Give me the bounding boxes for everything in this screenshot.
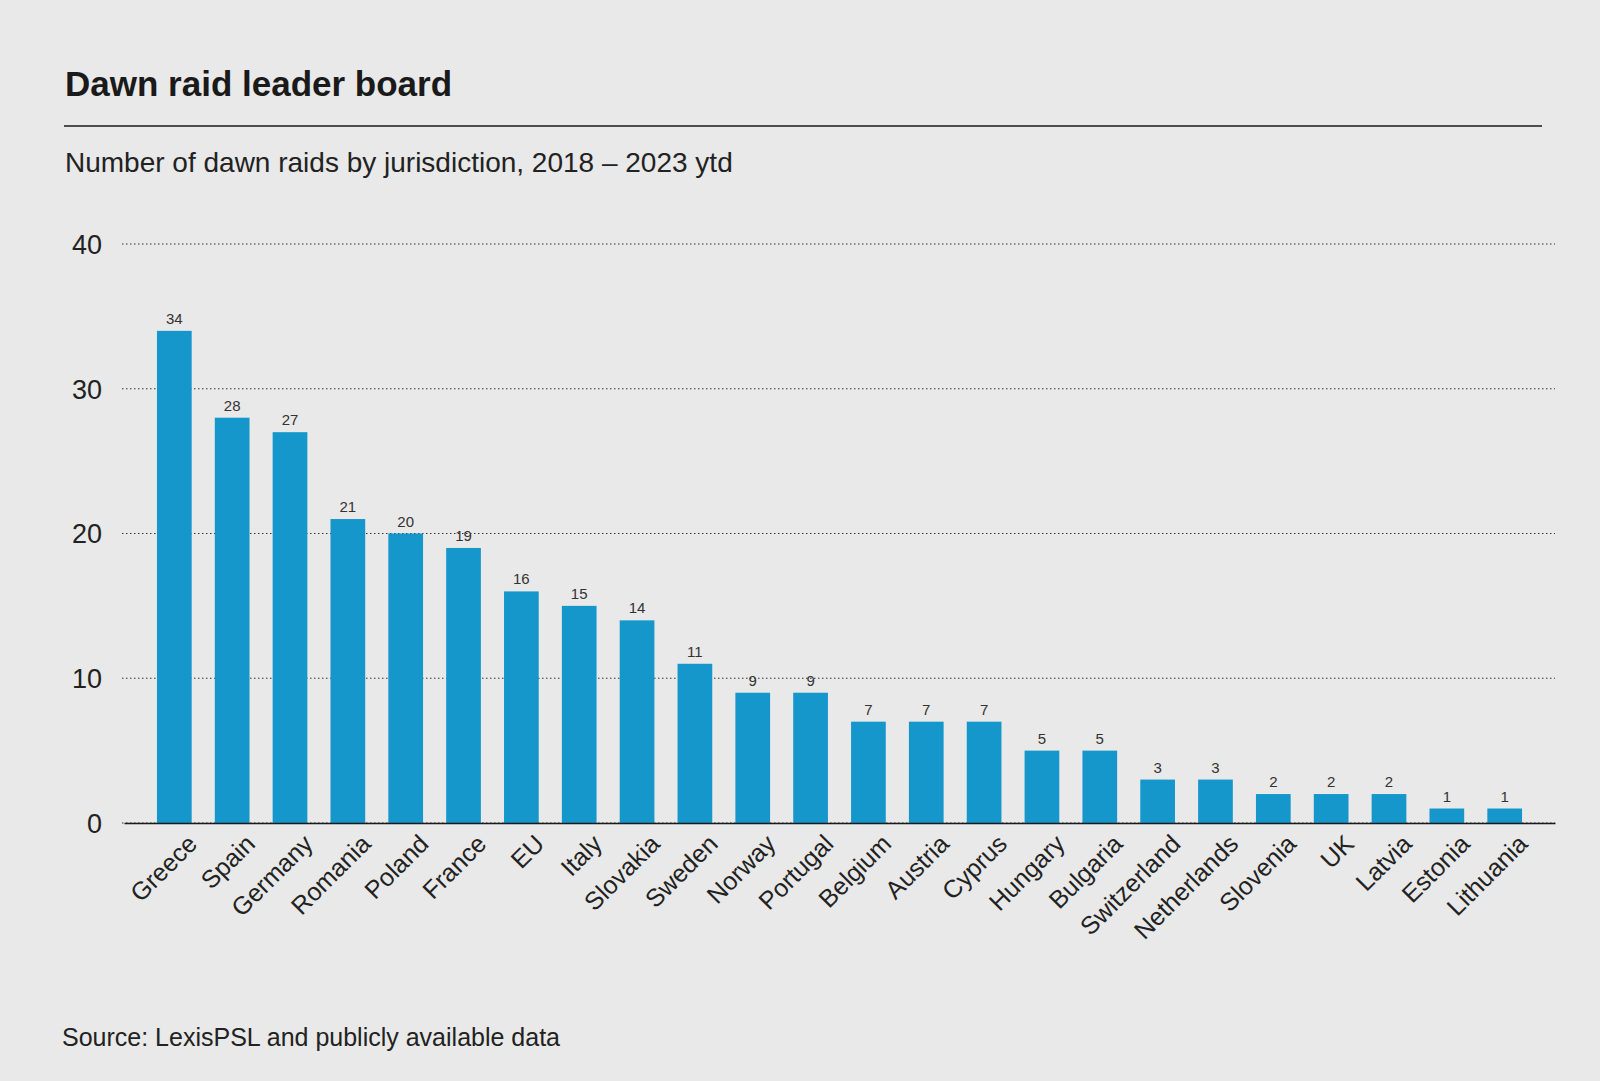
chart: Dawn raid leader board Number of dawn rai… <box>0 0 1600 1081</box>
data-label: 21 <box>340 498 357 515</box>
x-axis: GreeceSpainGermanyRomaniaPolandFranceEUI… <box>124 823 1555 944</box>
bars <box>157 331 1522 823</box>
x-tick-label: Belgium <box>813 829 897 913</box>
x-tick: EU <box>505 823 549 873</box>
data-label: 3 <box>1211 759 1219 776</box>
x-axis-line <box>125 823 1556 825</box>
x-tick-label: Sweden <box>639 829 723 913</box>
bar <box>504 591 539 823</box>
y-tick-label: 30 <box>72 375 102 405</box>
data-label: 14 <box>629 599 646 616</box>
bar <box>909 722 944 823</box>
bar <box>620 620 655 823</box>
bar <box>273 432 308 823</box>
grid-line <box>122 388 1555 389</box>
y-tick-label: 20 <box>72 519 102 549</box>
data-label: 11 <box>687 643 703 660</box>
subtitle: Number of dawn raids by jurisdiction, 20… <box>65 147 733 178</box>
x-tick: Poland <box>359 823 434 904</box>
data-label: 7 <box>864 701 872 718</box>
y-tick: 0 <box>87 809 102 839</box>
bar <box>446 548 481 823</box>
y-tick: 20 <box>72 519 102 549</box>
y-tick-label: 40 <box>72 230 102 260</box>
bar <box>678 664 713 823</box>
x-tick: Italy <box>555 823 608 881</box>
x-tick-label: Slovenia <box>1214 829 1302 917</box>
y-tick: 40 <box>72 230 102 260</box>
x-tick-label: UK <box>1315 829 1360 874</box>
x-tick: Greece <box>124 823 202 907</box>
data-label: 2 <box>1327 773 1335 790</box>
data-label: 9 <box>749 672 757 689</box>
background <box>0 0 1600 1081</box>
x-tick: Romania <box>285 823 376 920</box>
bar <box>1314 794 1349 823</box>
x-tick: UK <box>1315 823 1360 873</box>
data-label: 34 <box>166 310 183 327</box>
y-tick-label: 10 <box>72 664 102 694</box>
y-axis: 0 10 20 30 40 <box>72 230 103 839</box>
bar <box>1140 780 1175 823</box>
bar <box>851 722 886 823</box>
y-tick: 30 <box>72 375 102 405</box>
title-rule <box>64 125 1542 127</box>
bar <box>1256 794 1291 823</box>
bar <box>1372 794 1407 823</box>
x-tick: Lithuania <box>1441 823 1533 921</box>
bar <box>735 693 770 823</box>
x-tick-label: France <box>417 829 492 904</box>
data-labels: 3428272120191615141199777553322211 <box>166 310 1509 805</box>
data-label: 2 <box>1385 773 1393 790</box>
data-label: 2 <box>1269 773 1277 790</box>
data-label: 28 <box>224 397 241 414</box>
x-tick: Belgium <box>813 823 897 913</box>
bar <box>1082 751 1117 823</box>
bar <box>157 331 192 823</box>
x-tick: France <box>417 823 492 904</box>
bar <box>388 534 423 824</box>
x-tick-label: EU <box>505 829 549 873</box>
x-tick-label: Poland <box>359 829 434 904</box>
data-label: 20 <box>397 513 414 530</box>
bar <box>215 418 250 823</box>
data-label: 3 <box>1153 759 1161 776</box>
bar <box>330 519 365 823</box>
bar <box>793 693 828 823</box>
x-tick-label: Lithuania <box>1441 829 1533 921</box>
data-label: 7 <box>980 701 988 718</box>
data-label: 16 <box>513 570 530 587</box>
data-label: 9 <box>806 672 814 689</box>
data-label: 1 <box>1501 788 1509 805</box>
x-tick-label: Greece <box>124 829 202 907</box>
source: Source: LexisPSL and publicly available … <box>62 1023 560 1051</box>
grid <box>122 244 1555 823</box>
data-label: 19 <box>455 527 472 544</box>
bar <box>1025 751 1060 823</box>
data-label: 1 <box>1443 788 1451 805</box>
y-tick-label: 0 <box>87 809 102 839</box>
data-label: 5 <box>1038 730 1046 747</box>
data-label: 27 <box>282 411 299 428</box>
bar <box>562 606 597 823</box>
y-axis-line <box>102 245 103 824</box>
data-label: 5 <box>1096 730 1104 747</box>
data-label: 15 <box>571 585 588 602</box>
bar <box>1198 780 1233 823</box>
bar <box>1487 809 1522 823</box>
x-tick: Slovenia <box>1214 823 1302 917</box>
bar <box>967 722 1002 823</box>
title: Dawn raid leader board <box>65 64 452 103</box>
y-tick: 10 <box>72 664 102 694</box>
data-label: 7 <box>922 701 930 718</box>
x-tick-label: Romania <box>285 829 376 920</box>
bar <box>1429 809 1464 823</box>
grid-line <box>122 243 1555 244</box>
